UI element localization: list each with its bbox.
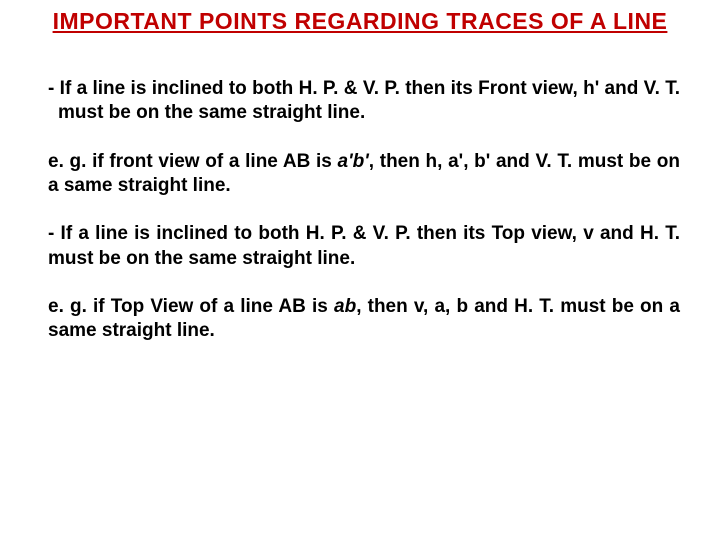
point-1: - If a line is inclined to both H. P. & … (48, 77, 680, 126)
slide-title: IMPORTANT POINTS REGARDING TRACES OF A L… (30, 8, 690, 35)
example-1: e. g. if front view of a line AB is a'b'… (48, 150, 680, 199)
example-1-italic: a'b' (338, 151, 369, 172)
example-2-pre: e. g. if Top View of a line AB is (48, 296, 334, 317)
example-2-italic: ab (334, 296, 356, 317)
content-block: - If a line is inclined to both H. P. & … (30, 77, 690, 344)
example-2: e. g. if Top View of a line AB is ab, th… (48, 295, 680, 344)
slide-container: IMPORTANT POINTS REGARDING TRACES OF A L… (0, 0, 720, 540)
example-1-pre: e. g. if front view of a line AB is (48, 151, 338, 172)
point-2: - If a line is inclined to both H. P. & … (48, 222, 680, 271)
